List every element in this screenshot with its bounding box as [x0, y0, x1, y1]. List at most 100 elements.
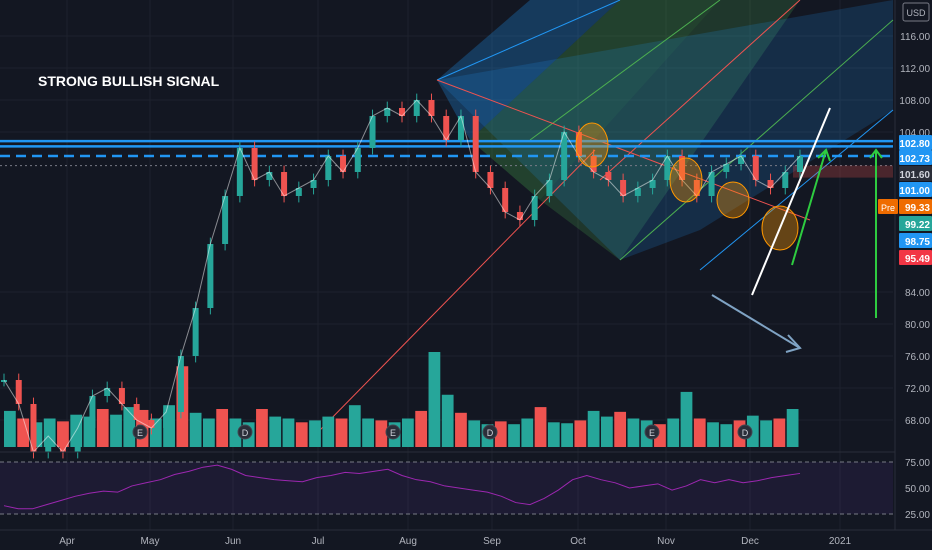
- candle-body: [546, 180, 553, 196]
- candle-body: [369, 116, 376, 148]
- candle-body: [251, 148, 258, 180]
- candle-body: [797, 156, 803, 172]
- pitchfork-zone-blue: [437, 0, 620, 140]
- volume-bar: [773, 418, 786, 447]
- candle-body: [472, 116, 479, 172]
- candle-body: [443, 116, 450, 140]
- price-badge: 95.49: [899, 250, 932, 265]
- event-marker-label: D: [742, 428, 749, 438]
- price-tick-label: 84.00: [905, 288, 930, 299]
- candle-body: [15, 380, 22, 404]
- pre-market-band: [793, 165, 893, 178]
- volume-bar: [123, 407, 136, 447]
- pitchfork-drawing: [319, 0, 894, 431]
- event-marker-label: E: [390, 428, 396, 438]
- event-marker-circle: [132, 424, 148, 440]
- price-badge-label: 102.73: [899, 154, 930, 165]
- price-tick-label: 80.00: [905, 320, 930, 331]
- volume-bar: [547, 422, 560, 447]
- month-tick-label: Jun: [225, 536, 241, 547]
- candle-body: [782, 172, 789, 188]
- price-badge-box: [899, 150, 932, 165]
- event-marker-circle: [237, 424, 253, 440]
- price-tick-label: 104.00: [899, 128, 930, 139]
- price-badge: 98.75: [899, 233, 932, 248]
- rsi-band: [0, 462, 893, 514]
- price-badge-label: 102.80: [899, 139, 930, 150]
- event-marker: D: [237, 424, 253, 440]
- volume-bar: [680, 391, 693, 447]
- price-badge-label: 99.33: [905, 203, 930, 214]
- volume-bar: [746, 415, 759, 447]
- price-tick-label: 108.00: [899, 96, 930, 107]
- candle-body: [281, 172, 288, 196]
- candle-body: [428, 100, 435, 116]
- volume-bar: [415, 410, 428, 447]
- price-badge-label: 98.75: [905, 237, 930, 248]
- volume-bar: [574, 420, 587, 447]
- median-line: [436, 79, 811, 221]
- price-line: [3, 99, 801, 453]
- currency-text: USD: [906, 8, 926, 18]
- rsi-level-label: 75.00: [905, 458, 930, 469]
- price-badge-box: [899, 250, 932, 265]
- candle-body: [634, 188, 641, 196]
- volume-bar: [335, 418, 348, 447]
- candle-body: [1, 380, 7, 382]
- volume-bar: [534, 407, 547, 447]
- volume-bar: [309, 420, 321, 447]
- candle-body: [325, 156, 332, 180]
- green-arrow-head: [817, 148, 831, 162]
- candle-body: [502, 188, 509, 212]
- event-marker-label: D: [242, 428, 249, 438]
- pitchfork-line: [529, 0, 721, 141]
- candle-body: [163, 412, 170, 428]
- volume-bar: [203, 418, 215, 447]
- month-tick-label: 2021: [829, 536, 852, 547]
- volume-bar: [428, 352, 441, 447]
- event-marker: D: [737, 424, 753, 440]
- price-badge-box: [899, 166, 932, 181]
- volume-bar: [508, 424, 520, 447]
- candle-body: [295, 188, 302, 196]
- candle-body: [561, 132, 568, 180]
- volume-bar: [4, 410, 16, 447]
- candle-body: [340, 156, 347, 172]
- price-badge-box: [899, 182, 932, 197]
- volume-bar: [348, 405, 361, 447]
- candle-body: [664, 156, 671, 180]
- candle-body: [590, 156, 597, 172]
- candle-body: [679, 156, 686, 180]
- candle-body: [531, 196, 538, 220]
- volume-bar: [627, 418, 640, 447]
- volume-bar: [441, 394, 454, 447]
- currency-label: USD: [902, 2, 930, 22]
- candle-body: [133, 404, 140, 420]
- price-badge-prefix: Pre: [881, 203, 895, 213]
- price-tick-label: 72.00: [905, 384, 930, 395]
- event-marker: E: [385, 424, 401, 440]
- volume-bar: [229, 418, 242, 447]
- green-arrow-head-vertical: [869, 148, 883, 159]
- price-badge: 99.22: [899, 216, 932, 231]
- candle-body: [516, 212, 523, 220]
- volume-bar: [521, 418, 534, 447]
- month-tick-label: Jul: [312, 536, 325, 547]
- price-badge-label: 101.00: [899, 186, 930, 197]
- month-tick-label: Oct: [570, 536, 586, 547]
- price-badge-box: [899, 216, 932, 231]
- candle-body: [74, 428, 81, 452]
- price-tick-label: 112.00: [900, 64, 930, 75]
- blue-arrow-head: [785, 334, 802, 353]
- volume-bar: [587, 410, 600, 447]
- price-badge: 102.80: [899, 135, 932, 150]
- pitchfork-zone-green-2: [540, 0, 800, 260]
- price-badge-label: 95.49: [905, 254, 930, 265]
- rsi-level-label: 50.00: [905, 484, 930, 495]
- price-tick-label: 76.00: [905, 352, 930, 363]
- volume-bar: [269, 416, 282, 447]
- candle-body: [723, 164, 730, 172]
